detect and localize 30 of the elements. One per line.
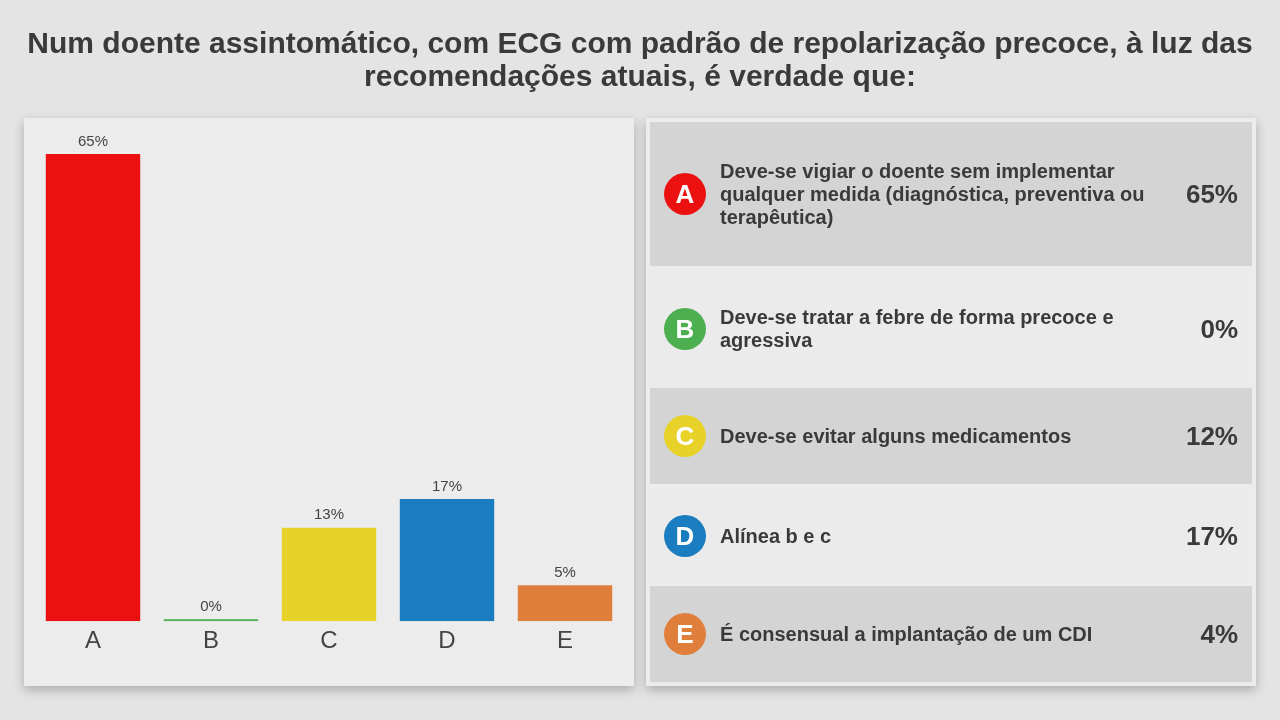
text: 65% — [1185, 178, 1238, 209]
x-tick-label: A — [84, 626, 102, 654]
category-label: B — [664, 308, 706, 350]
text: 4% — [1200, 618, 1238, 649]
text: Deve-se vigiar o doente sem implementar qualquer medida (diagnóstica, preventiva ou terapêutica) — [720, 159, 1146, 229]
text: Deve-se evitar alguns medicamentos — [720, 424, 1073, 448]
chart-title: Num doente assintomático, com ECG com padrão de repolarização precoce, à luz das recomendações atuais, é verdade que: — [26, 26, 1254, 92]
bar — [517, 585, 613, 622]
text: Deve-se tratar a febre de forma precoce e agressiva — [720, 306, 1115, 352]
text: 12% — [1185, 420, 1238, 451]
text: Alínea b e c — [720, 524, 833, 548]
data-label: 5% — [554, 562, 576, 580]
bar — [45, 154, 141, 622]
bar — [281, 527, 377, 622]
text: É consensual a implantação de um CDI — [720, 622, 1094, 646]
x-tick-label: E — [556, 626, 574, 654]
x-tick-label: D — [438, 626, 456, 654]
bar — [163, 619, 259, 622]
data-label: 17% — [431, 476, 463, 494]
x-tick-label: C — [320, 626, 338, 654]
category-label: C — [664, 415, 706, 457]
bar — [399, 499, 495, 622]
data-label: 13% — [313, 505, 345, 523]
category-label: A — [664, 173, 706, 215]
data-label: 65% — [77, 131, 109, 149]
category-label: D — [664, 515, 706, 557]
data-label: 0% — [200, 596, 222, 614]
x-tick-label: B — [202, 626, 220, 654]
text: 17% — [1185, 520, 1238, 551]
text: 0% — [1200, 313, 1238, 344]
